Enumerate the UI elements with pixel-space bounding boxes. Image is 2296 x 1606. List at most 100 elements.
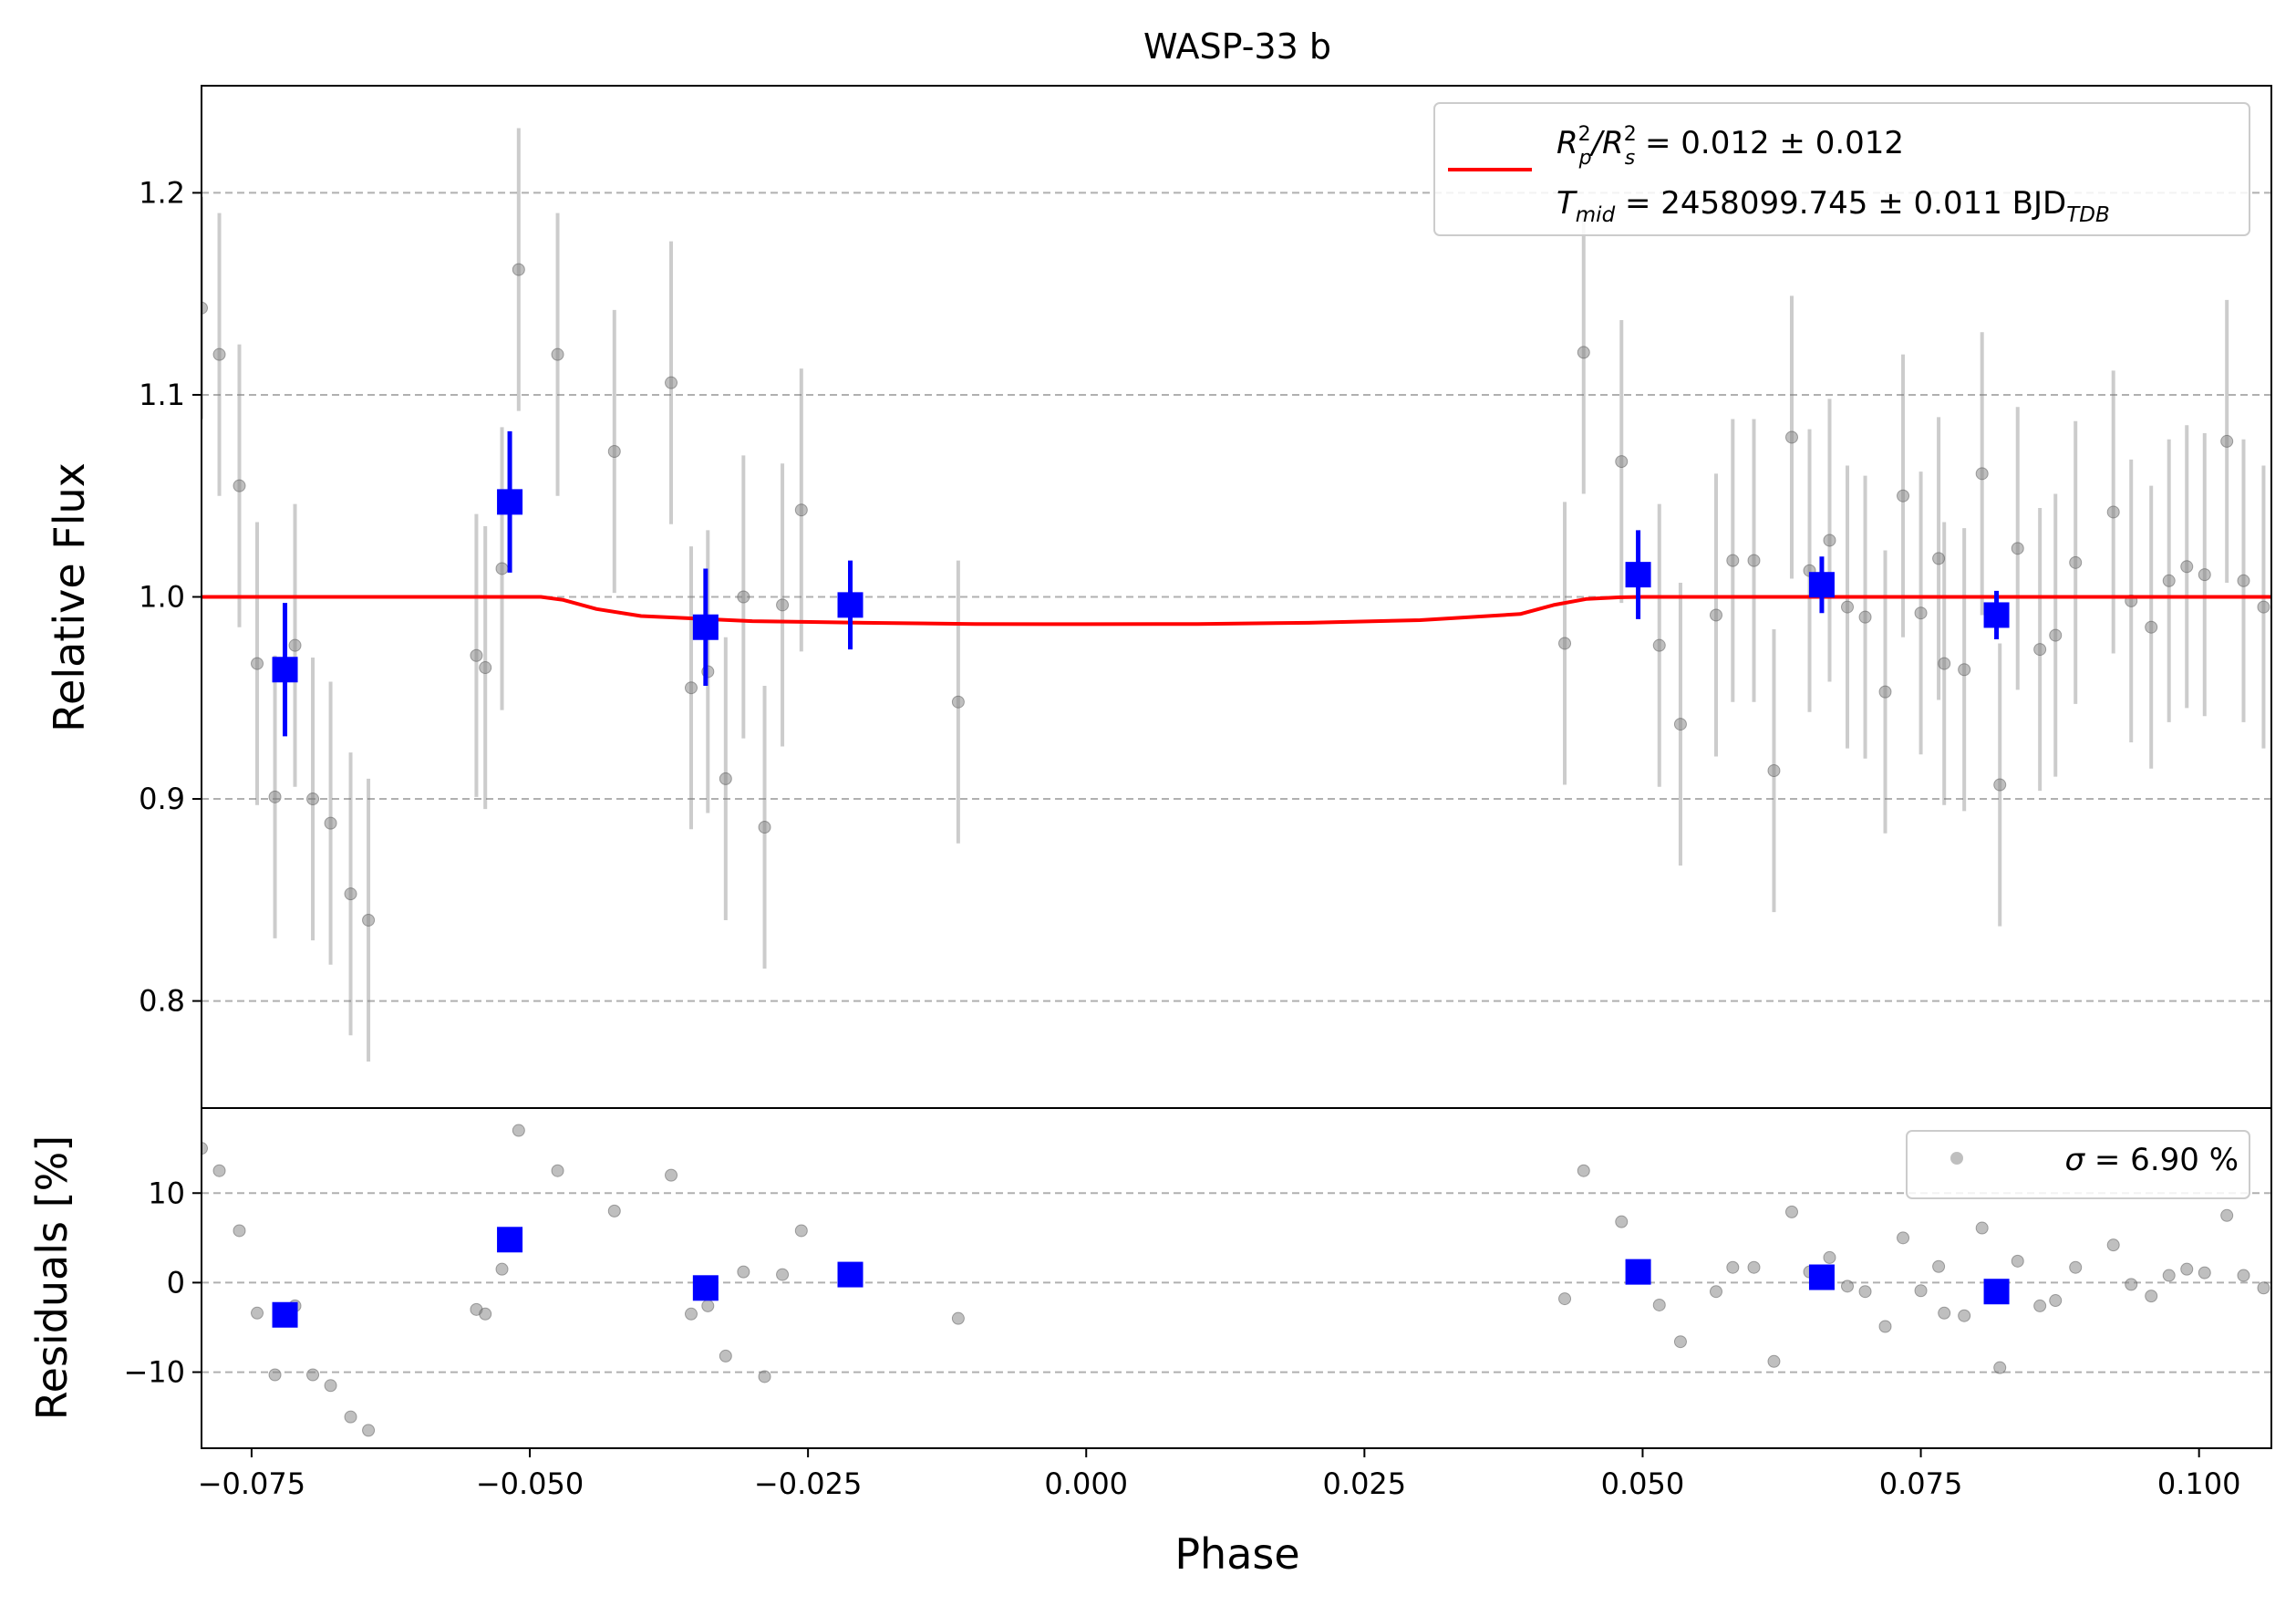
residual-raw-point bbox=[495, 1262, 509, 1276]
residual-raw-point bbox=[233, 1224, 246, 1238]
residual-raw-point bbox=[1975, 1221, 1989, 1235]
residual-raw-point bbox=[2180, 1262, 2194, 1276]
residual-raw-point bbox=[1932, 1259, 1946, 1273]
raw-point bbox=[2198, 568, 2211, 582]
residual-raw-point bbox=[212, 1164, 226, 1177]
residual-binned-point bbox=[497, 1227, 523, 1253]
residual-raw-point bbox=[1710, 1285, 1723, 1299]
raw-point bbox=[2106, 505, 2120, 519]
raw-point bbox=[1784, 430, 1798, 444]
binned-points bbox=[272, 430, 2010, 737]
raw-point bbox=[251, 657, 264, 670]
raw-point bbox=[1673, 718, 1687, 731]
raw-point bbox=[1938, 657, 1951, 670]
raw-point bbox=[479, 661, 492, 675]
residual-raw-point bbox=[2220, 1208, 2234, 1222]
x-tick-label: 0.050 bbox=[1601, 1466, 1685, 1501]
residual-raw-point bbox=[758, 1370, 771, 1383]
residual-binned-points bbox=[272, 1227, 2010, 1328]
main-legend-box bbox=[1433, 102, 2250, 236]
residual-raw-point bbox=[2069, 1260, 2083, 1274]
residual-raw-point bbox=[701, 1299, 715, 1312]
residual-y-ticks: −10 0 10 bbox=[123, 1176, 202, 1390]
residual-raw-point bbox=[2106, 1238, 2120, 1252]
raw-point bbox=[1652, 638, 1666, 652]
raw-point bbox=[1858, 610, 1872, 624]
residual-raw-point bbox=[1558, 1292, 1572, 1306]
raw-point bbox=[1710, 608, 1723, 622]
main-y-ticks: 0.8 0.9 1.0 1.1 1.2 bbox=[139, 175, 202, 1019]
residual-raw-point bbox=[607, 1204, 621, 1217]
legend-depth-label: R2 p/R2 s = 0.012 ± 0.012 bbox=[1557, 123, 1904, 170]
residual-binned-point bbox=[1625, 1259, 1651, 1285]
main-y-tick-label: 1.1 bbox=[139, 378, 185, 412]
residual-raw-point bbox=[2145, 1290, 2158, 1303]
residual-raw-point bbox=[268, 1368, 282, 1382]
x-axis-label: Phase bbox=[1174, 1529, 1299, 1579]
residual-raw-point bbox=[2198, 1266, 2211, 1280]
residual-raw-points bbox=[202, 1124, 2270, 1437]
residual-raw-point bbox=[737, 1265, 750, 1279]
residual-raw-point bbox=[1938, 1306, 1951, 1320]
main-y-tick-label: 0.8 bbox=[139, 984, 185, 1019]
main-legend: R2 p/R2 s = 0.012 ± 0.012 Tmid = 2458099.7… bbox=[1433, 102, 2250, 236]
residual-raw-point bbox=[479, 1307, 492, 1321]
x-tick-label: −0.075 bbox=[198, 1466, 305, 1501]
raw-points bbox=[202, 263, 2270, 927]
residual-y-tick-label: 0 bbox=[167, 1265, 185, 1300]
model-curve bbox=[202, 595, 2271, 627]
raw-point bbox=[470, 648, 483, 662]
raw-point bbox=[776, 598, 790, 612]
raw-point bbox=[1726, 554, 1740, 567]
residual-raw-point bbox=[684, 1307, 698, 1321]
raw-point bbox=[1577, 346, 1590, 359]
residual-raw-point bbox=[512, 1124, 525, 1137]
main-y-tick-label: 1.2 bbox=[139, 175, 185, 210]
residual-legend-label: σ = 6.90 % bbox=[2065, 1142, 2239, 1178]
raw-point bbox=[1993, 778, 2007, 792]
residual-binned-point bbox=[837, 1261, 864, 1288]
residual-raw-point bbox=[1673, 1335, 1687, 1349]
residual-raw-point bbox=[1615, 1215, 1629, 1228]
raw-point bbox=[2180, 560, 2194, 574]
raw-point bbox=[344, 887, 357, 901]
x-tick-label: 0.025 bbox=[1323, 1466, 1407, 1501]
residual-y-tick-label: 10 bbox=[148, 1176, 185, 1210]
x-tick-label: −0.025 bbox=[754, 1466, 862, 1501]
residual-legend: σ = 6.90 % bbox=[1906, 1130, 2250, 1199]
raw-point bbox=[794, 503, 808, 517]
raw-point bbox=[737, 590, 750, 604]
raw-point bbox=[512, 263, 525, 276]
residual-raw-point bbox=[719, 1349, 732, 1363]
legend-tmid-label: Tmid = 2458099.745 ± 0.011 BJDTDB bbox=[1557, 185, 2110, 227]
raw-point bbox=[362, 913, 376, 927]
raw-point bbox=[2257, 600, 2270, 614]
residual-raw-point bbox=[202, 1142, 208, 1155]
residual-raw-point bbox=[2257, 1281, 2270, 1295]
raw-point bbox=[324, 816, 337, 830]
residual-raw-point bbox=[2049, 1294, 2063, 1308]
raw-point bbox=[2069, 555, 2083, 569]
residual-raw-point bbox=[1914, 1284, 1928, 1298]
raw-point bbox=[212, 347, 226, 361]
residual-raw-point bbox=[1858, 1285, 1872, 1299]
x-ticks: −0.075 −0.050 −0.025 0.000 0.025 0.050 0.075 0.… bbox=[198, 1448, 2240, 1501]
residual-raw-point bbox=[665, 1168, 678, 1182]
main-panel: 0.8 0.9 1.0 1.1 1.2 Relative Flux R2 p/R2 s = … bbox=[45, 85, 2272, 1109]
residual-legend-box bbox=[1906, 1130, 2250, 1199]
binned-point bbox=[272, 657, 298, 683]
residual-y-tick-label: −10 bbox=[123, 1355, 185, 1390]
residual-binned-point bbox=[1983, 1279, 2010, 1305]
raw-point bbox=[1767, 764, 1781, 778]
residual-raw-point bbox=[2011, 1254, 2024, 1268]
raw-point bbox=[495, 562, 509, 575]
raw-point bbox=[1823, 534, 1836, 547]
residual-raw-point bbox=[1784, 1205, 1798, 1218]
raw-point bbox=[1878, 685, 1892, 699]
raw-point bbox=[2145, 620, 2158, 634]
raw-point bbox=[551, 347, 564, 361]
main-y-axis-label: Relative Flux bbox=[45, 462, 94, 732]
residual-raw-point bbox=[1993, 1361, 2007, 1374]
residual-raw-point bbox=[2237, 1269, 2250, 1282]
residual-y-axis-label: Residuals [%] bbox=[27, 1135, 77, 1420]
